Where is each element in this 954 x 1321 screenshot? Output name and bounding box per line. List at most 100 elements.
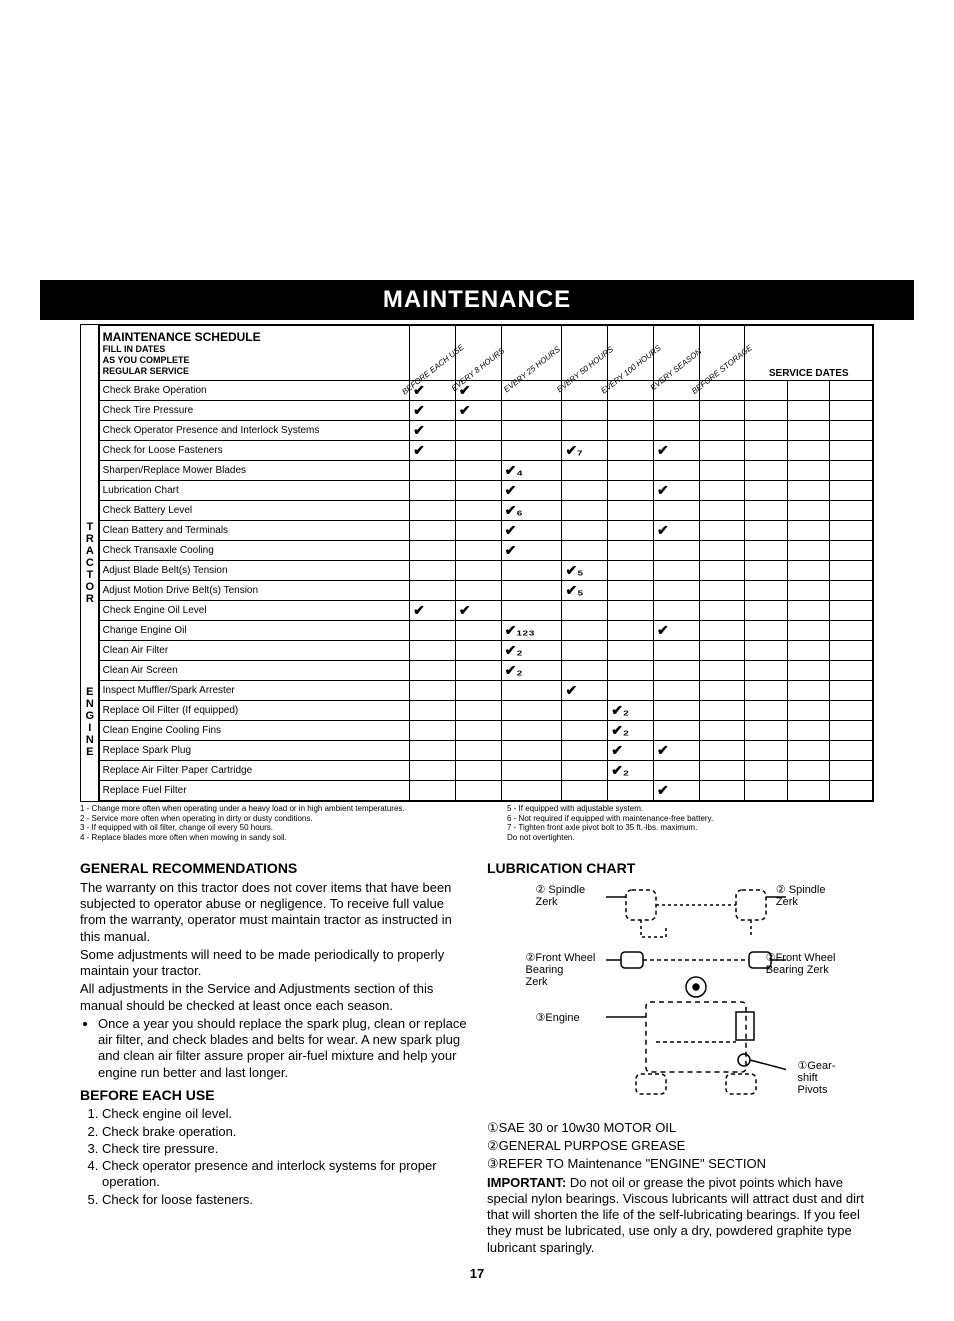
schedule-row-desc: Check Transaxle Cooling [99, 541, 410, 561]
schedule-cell [410, 761, 456, 781]
service-date-cell [745, 761, 787, 781]
schedule-cell [699, 481, 745, 501]
schedule-row-desc: Check for Loose Fasteners [99, 441, 410, 461]
schedule-cell [699, 521, 745, 541]
schedule-cell [455, 621, 501, 641]
schedule-cell [410, 541, 456, 561]
service-date-cell [787, 461, 829, 481]
schedule-row-desc: Check Operator Presence and Interlock Sy… [99, 421, 410, 441]
general-rec-heading: GENERAL RECOMMENDATIONS [80, 860, 467, 878]
service-date-cell [745, 721, 787, 741]
schedule-cell [608, 781, 654, 801]
schedule-cell [608, 461, 654, 481]
service-date-cell [830, 721, 873, 741]
service-date-cell [830, 601, 873, 621]
schedule-cell [653, 701, 699, 721]
schedule-cell: ✔₄ [501, 461, 562, 481]
schedule-cell [608, 621, 654, 641]
schedule-subtitle: FILL IN DATES AS YOU COMPLETE REGULAR SE… [103, 344, 190, 376]
schedule-row-desc: Sharpen/Replace Mower Blades [99, 461, 410, 481]
schedule-cell: ✔₂ [608, 721, 654, 741]
important-note: IMPORTANT: Do not oil or grease the pivo… [487, 1175, 874, 1256]
service-date-cell [787, 581, 829, 601]
schedule-cell: ✔ [501, 541, 562, 561]
schedule-row-desc: Clean Air Screen [99, 661, 410, 681]
service-date-cell [830, 581, 873, 601]
schedule-cell [608, 681, 654, 701]
label-spindle-left: ② Spindle Zerk [536, 884, 586, 908]
schedule-cell [410, 641, 456, 661]
schedule-cell [699, 501, 745, 521]
schedule-cell [608, 501, 654, 521]
schedule-cell [501, 561, 562, 581]
schedule-cell [410, 561, 456, 581]
schedule-cell: ✔₂ [608, 701, 654, 721]
service-date-cell [787, 661, 829, 681]
schedule-cell [562, 721, 608, 741]
service-date-cell [745, 421, 787, 441]
schedule-cell [699, 661, 745, 681]
schedule-cell [455, 561, 501, 581]
label-wheel-left: ②Front Wheel Bearing Zerk [526, 952, 596, 988]
schedule-row-desc: Adjust Motion Drive Belt(s) Tension [99, 581, 410, 601]
schedule-cell [699, 541, 745, 561]
service-date-cell [787, 541, 829, 561]
service-date-cell [830, 501, 873, 521]
schedule-cell: ✔₁₂₃ [501, 621, 562, 641]
service-date-cell [830, 561, 873, 581]
label-gearshift: ①Gear- shift Pivots [798, 1060, 836, 1096]
schedule-cell [699, 761, 745, 781]
label-engine: ③Engine [536, 1012, 580, 1024]
schedule-cell [562, 521, 608, 541]
schedule-cell: ✔ [653, 441, 699, 461]
left-column: GENERAL RECOMMENDATIONS The warranty on … [80, 854, 467, 1258]
schedule-cell [562, 601, 608, 621]
schedule-cell: ✔ [501, 481, 562, 501]
lubrication-chart-heading: LUBRICATION CHART [487, 860, 874, 878]
schedule-row-desc: Adjust Blade Belt(s) Tension [99, 561, 410, 581]
schedule-cell [501, 741, 562, 761]
service-date-cell [787, 561, 829, 581]
right-column: LUBRICATION CHART [487, 854, 874, 1258]
schedule-cell [455, 421, 501, 441]
schedule-row-desc: Inspect Muffler/Spark Arrester [99, 681, 410, 701]
schedule-cell [455, 721, 501, 741]
service-date-cell [830, 781, 873, 801]
schedule-cell: ✔ [410, 401, 456, 421]
service-date-cell [830, 741, 873, 761]
schedule-cell [501, 441, 562, 461]
schedule-cell [455, 681, 501, 701]
schedule-cell [608, 521, 654, 541]
schedule-cell [501, 581, 562, 601]
before-use-item: Check tire pressure. [102, 1141, 467, 1157]
schedule-cell [562, 501, 608, 521]
schedule-cell [410, 781, 456, 801]
schedule-cell: ✔₂ [608, 761, 654, 781]
schedule-cell [455, 781, 501, 801]
schedule-cell [699, 641, 745, 661]
schedule-row-desc: Replace Air Filter Paper Cartridge [99, 761, 410, 781]
schedule-cell [653, 401, 699, 421]
service-date-cell [787, 701, 829, 721]
schedule-cell [608, 541, 654, 561]
schedule-cell [455, 641, 501, 661]
schedule-cell [608, 441, 654, 461]
schedule-cell [501, 421, 562, 441]
schedule-cell [501, 681, 562, 701]
before-use-item: Check engine oil level. [102, 1106, 467, 1122]
service-date-cell [830, 381, 873, 401]
service-date-cell [787, 401, 829, 421]
service-date-cell [787, 441, 829, 461]
page-number: 17 [80, 1266, 874, 1281]
service-date-cell [830, 761, 873, 781]
before-each-use-heading: BEFORE EACH USE [80, 1087, 467, 1105]
schedule-cell [562, 761, 608, 781]
schedule-cell: ✔ [653, 621, 699, 641]
schedule-cell [562, 621, 608, 641]
service-date-cell [787, 641, 829, 661]
schedule-cell [410, 681, 456, 701]
schedule-row-desc: Check Tire Pressure [99, 401, 410, 421]
side-label-engine: ENGINE [81, 642, 98, 801]
label-wheel-right: ②Front Wheel Bearing Zerk [766, 952, 836, 976]
schedule-row-desc: Clean Battery and Terminals [99, 521, 410, 541]
